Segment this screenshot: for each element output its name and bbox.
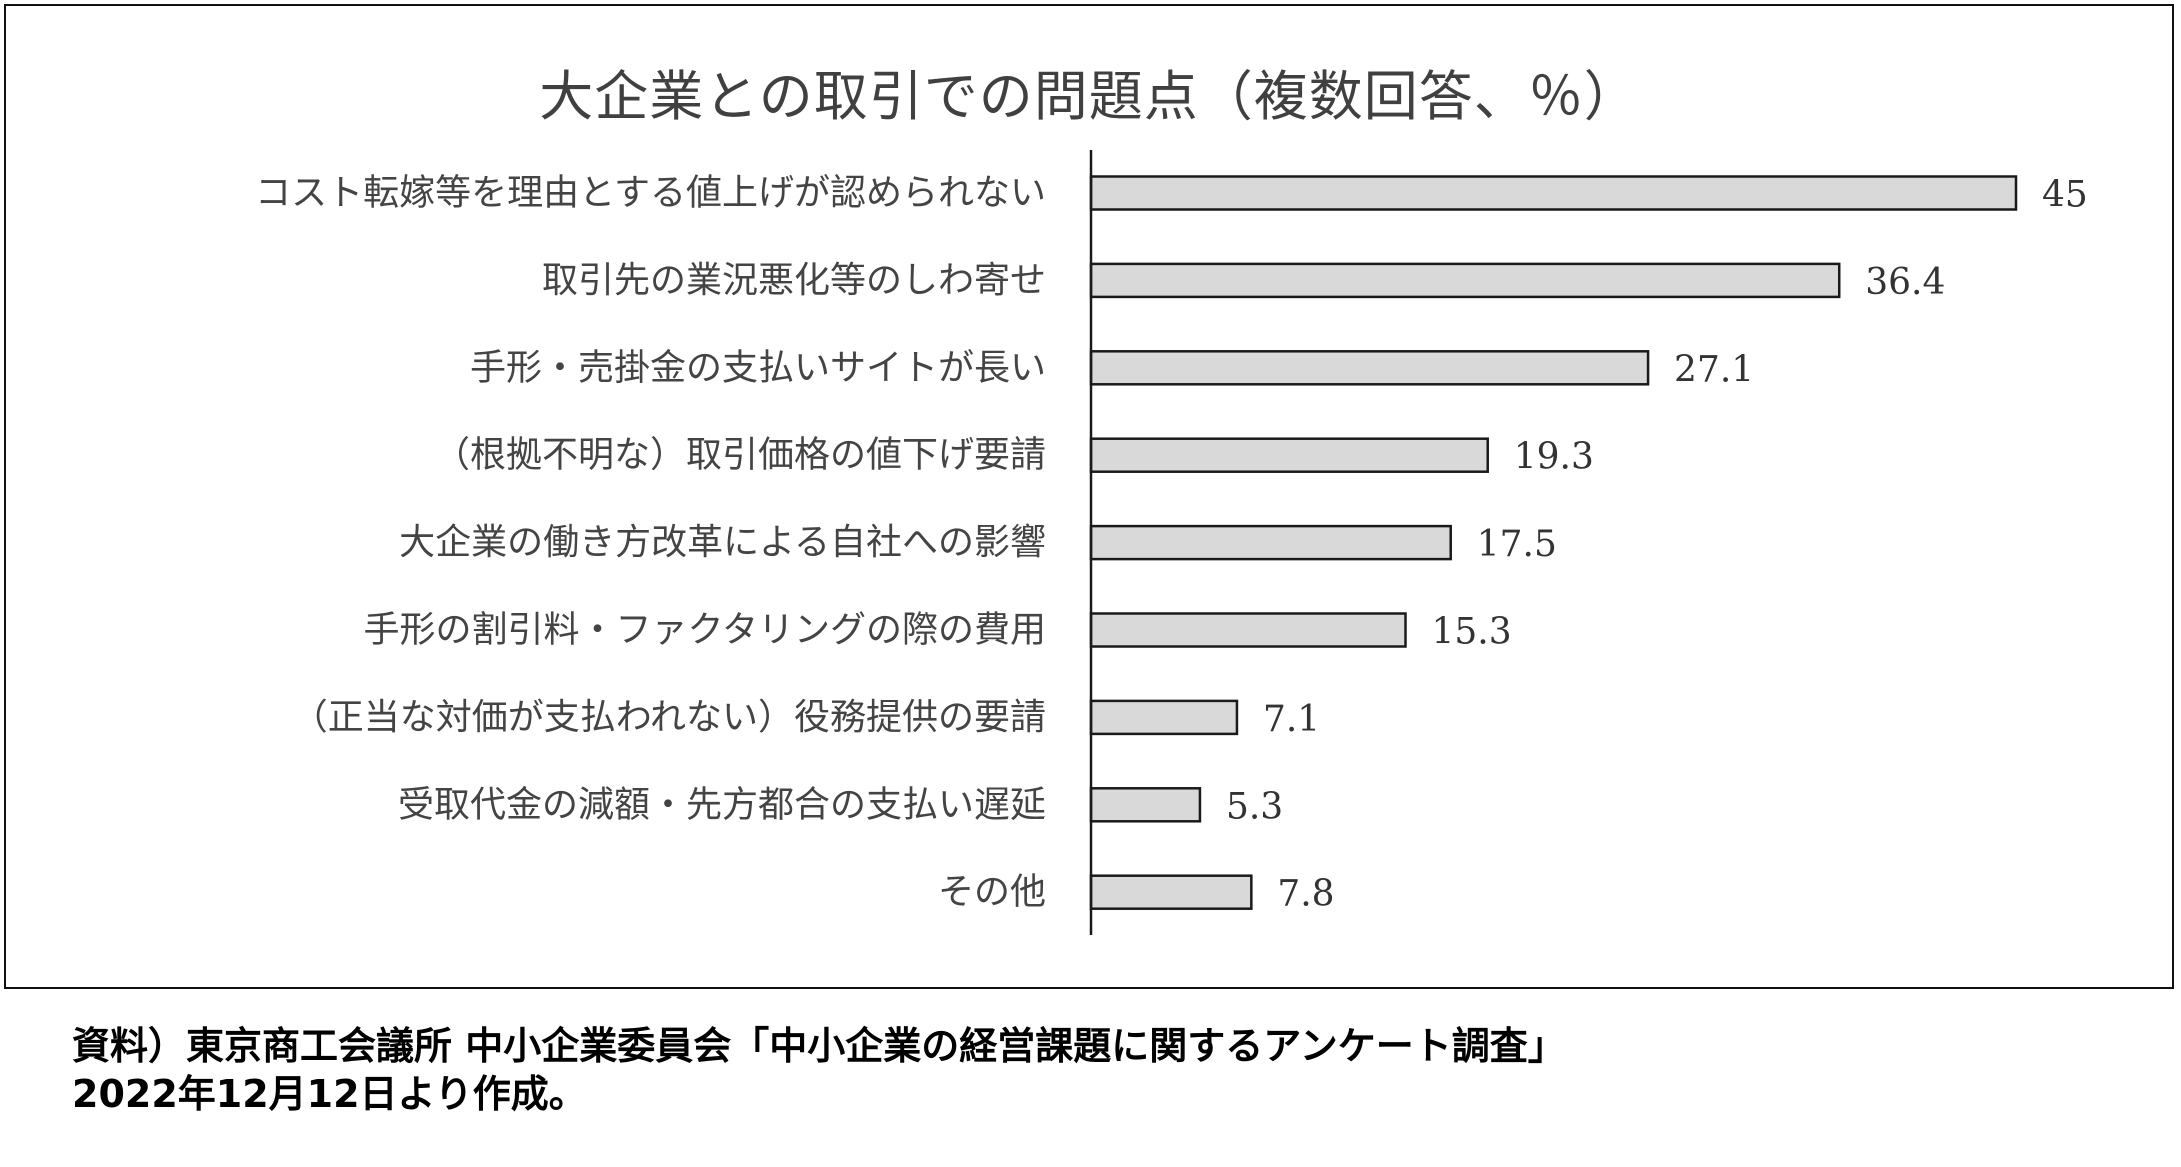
- value-label: 36.4: [1865, 262, 1945, 303]
- category-label: 受取代金の減額・先方都合の支払い遅延: [398, 784, 1046, 825]
- bar: [1089, 612, 1407, 648]
- source-line-1: 資料）東京商工会議所 中小企業委員会「中小企業の経営課題に関するアンケート調査」: [72, 1024, 1566, 1068]
- value-label: 45: [2042, 175, 2088, 216]
- bar-chart: コスト転嫁等を理由とする値上げが認められない 45 取引先の業況悪化等のしわ寄せ 36…: [255, 150, 2088, 935]
- chart-title: 大企業との取引での問題点（複数回答、％）: [539, 65, 1639, 128]
- category-label: （正当な対価が支払われない）役務提供の要請: [292, 697, 1046, 738]
- bar: [1089, 787, 1202, 823]
- category-label: 手形・売掛金の支払いサイトが長い: [470, 347, 1046, 388]
- bar: [1089, 262, 1841, 299]
- bar: [1089, 874, 1253, 910]
- value-label: 27.1: [1674, 349, 1754, 390]
- category-label: 取引先の業況悪化等のしわ寄せ: [542, 260, 1046, 301]
- bar: [1089, 350, 1650, 386]
- value-label: 15.3: [1432, 612, 1512, 653]
- bar: [1089, 699, 1239, 736]
- value-label: 19.3: [1514, 437, 1594, 478]
- category-label: 大企業の働き方改革による自社への影響: [399, 522, 1046, 563]
- bar: [1089, 175, 2018, 211]
- category-label: 手形の割引料・ファクタリングの際の費用: [363, 610, 1046, 651]
- chart-frame: 大企業との取引での問題点（複数回答、％）: [4, 4, 2174, 989]
- category-label: （根拠不明な）取引価格の値下げ要請: [434, 435, 1046, 476]
- source-note: 資料）東京商工会議所 中小企業委員会「中小企業の経営課題に関するアンケート調査」…: [72, 1022, 1566, 1118]
- value-label: 17.5: [1477, 524, 1557, 565]
- bars-layer: コスト転嫁等を理由とする値上げが認められない 45 取引先の業況悪化等のしわ寄せ 36…: [255, 173, 2088, 915]
- bar: [1089, 437, 1489, 473]
- category-label: その他: [938, 872, 1046, 913]
- bar: [1089, 524, 1452, 561]
- category-label: コスト転嫁等を理由とする値上げが認められない: [255, 173, 1046, 214]
- value-label: 7.1: [1263, 699, 1320, 740]
- source-line-2: 2022年12月12日より作成。: [72, 1072, 587, 1116]
- value-label: 5.3: [1226, 786, 1283, 827]
- value-label: 7.8: [1277, 874, 1334, 915]
